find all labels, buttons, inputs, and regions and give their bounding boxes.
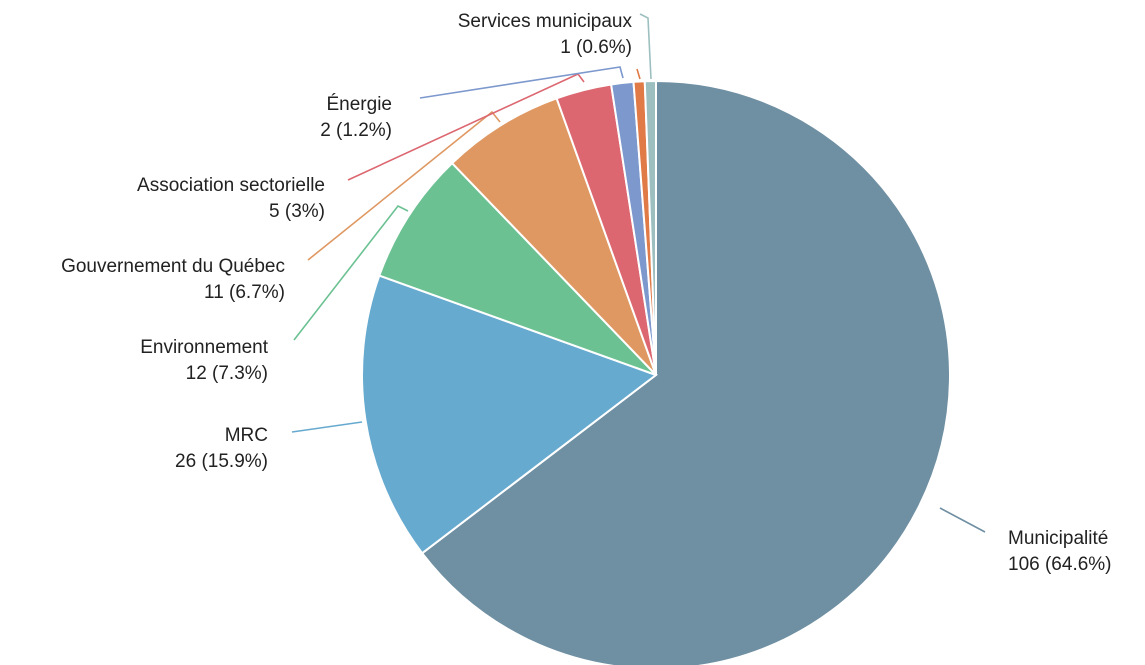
slice-label-4: Gouvernement du Québec	[61, 256, 285, 277]
leader-line-3	[293, 204, 409, 341]
pie-slices	[361, 79, 951, 665]
pie-slice-3	[378, 161, 657, 376]
slice-value-3: 12 (7.3%)	[186, 363, 268, 384]
leader-line-7	[636, 68, 641, 80]
leader-lines	[291, 13, 986, 533]
slice-value-6: 2 (1.2%)	[320, 120, 392, 141]
slice-label-5: Association sectorielle	[137, 175, 325, 196]
slice-label-1: Municipalité	[1008, 528, 1108, 549]
pie-slice-8	[643, 79, 657, 376]
pie-slice-2	[361, 274, 659, 555]
slice-labels: Municipalité 106 (64.6%) MRC 26 (15.9%) Envi…	[61, 11, 1111, 575]
leader-line-6	[419, 66, 624, 99]
pie-slice-1	[420, 79, 951, 665]
leader-line-2	[291, 421, 363, 433]
slice-value-4: 11 (6.7%)	[204, 282, 285, 303]
slice-label-2: MRC	[225, 425, 268, 446]
slice-label-8: Services municipaux	[458, 11, 633, 32]
slice-value-1: 106 (64.6%)	[1008, 554, 1112, 575]
slice-value-8: 1 (0.6%)	[560, 37, 632, 58]
leader-line-4	[307, 110, 501, 261]
slice-label-6: Énergie	[327, 94, 393, 115]
slice-value-5: 5 (3%)	[269, 201, 325, 222]
leader-line-1	[939, 507, 986, 533]
slice-label-3: Environnement	[140, 337, 269, 358]
slice-value-2: 26 (15.9%)	[175, 451, 268, 472]
leader-line-8	[639, 13, 652, 80]
pie-slice-4	[450, 97, 657, 376]
